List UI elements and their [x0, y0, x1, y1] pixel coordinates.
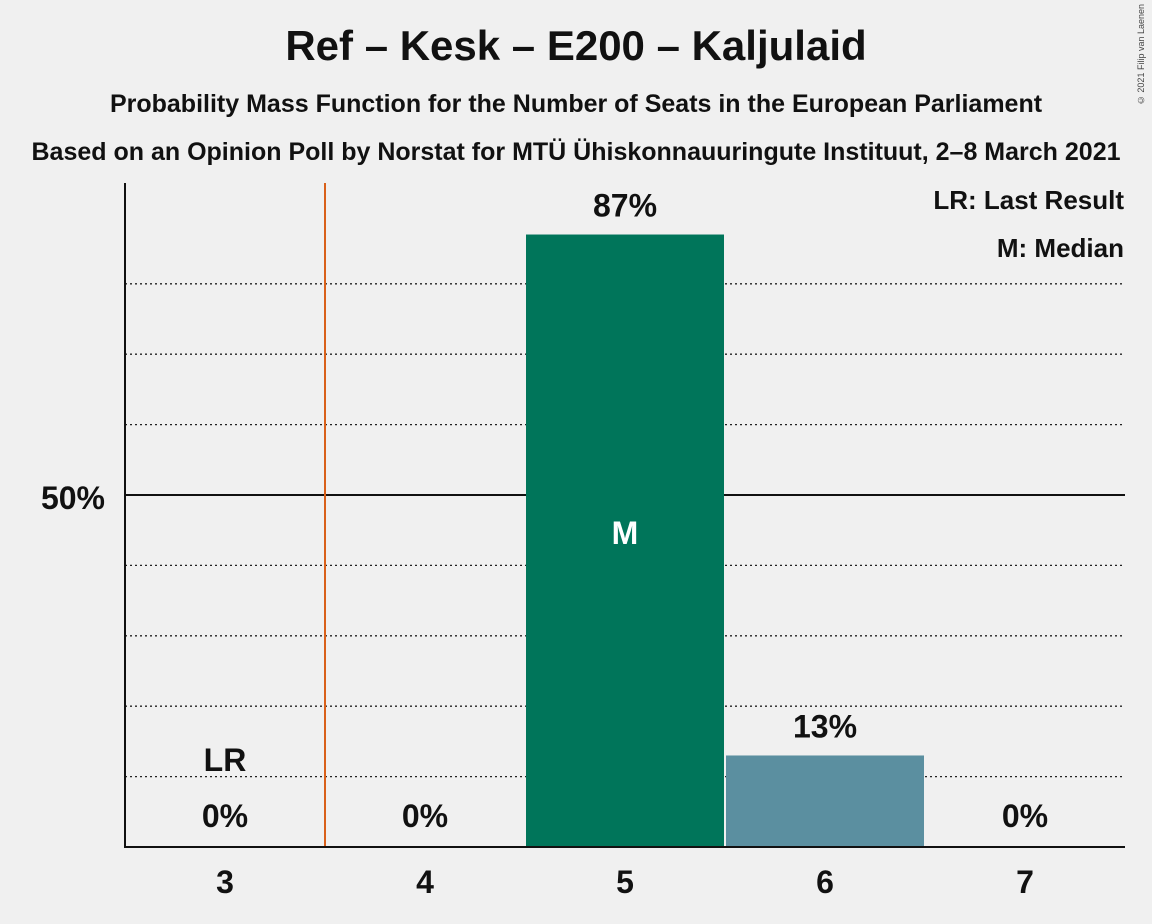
bar-5: [526, 234, 724, 847]
legend-last-result: LR: Last Result: [933, 185, 1124, 215]
bar-value-label: 87%: [593, 188, 657, 224]
x-tick-label: 7: [1016, 864, 1034, 900]
chart-subtitle: Probability Mass Function for the Number…: [109, 90, 1043, 118]
bar-value-label: 0%: [402, 798, 448, 834]
last-result-marker: LR: [204, 742, 247, 778]
bar-value-label: 0%: [202, 798, 248, 834]
x-tick-label: 4: [416, 864, 434, 900]
bar-6: [726, 755, 924, 847]
legend-median: M: Median: [996, 233, 1124, 263]
x-tick-label: 5: [616, 864, 634, 900]
chart-source: Based on an Opinion Poll by Norstat for …: [31, 138, 1121, 166]
chart-title: Ref – Kesk – E200 – Kaljulaid: [285, 22, 867, 69]
x-tick-label: 6: [816, 864, 834, 900]
bar-value-label: 13%: [793, 708, 857, 744]
y-tick-label: 50%: [41, 480, 105, 516]
bar-value-label: 0%: [1002, 798, 1048, 834]
x-tick-label: 3: [216, 864, 234, 900]
median-marker: M: [612, 515, 639, 551]
